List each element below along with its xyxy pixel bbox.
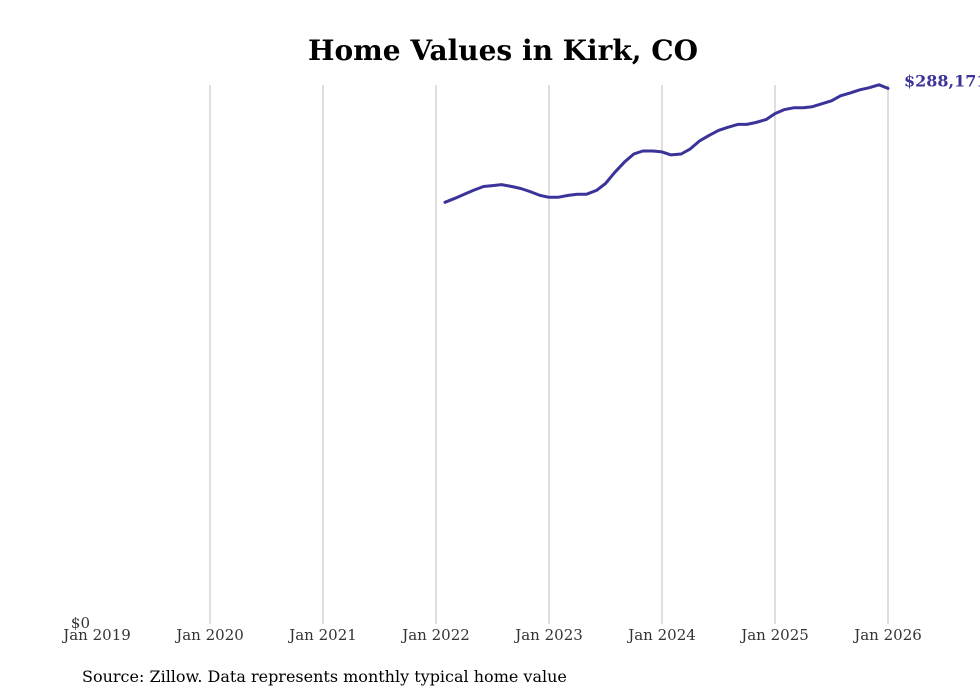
x-tick-label: Jan 2024	[626, 626, 696, 644]
source-note: Source: Zillow. Data represents monthly …	[82, 667, 567, 686]
series-group: $288,171	[443, 71, 980, 204]
x-tick-label: Jan 2022	[400, 626, 470, 644]
x-tick-label: Jan 2025	[739, 626, 809, 644]
x-tick-label: Jan 2023	[513, 626, 583, 644]
x-tick-label: Jan 2019	[61, 626, 131, 644]
x-tick-label: Jan 2026	[852, 626, 922, 644]
series-line	[443, 83, 890, 204]
gridlines	[209, 85, 889, 624]
chart-title: Home Values in Kirk, CO	[308, 34, 698, 67]
y-axis-zero-label: $0	[71, 614, 90, 632]
end-value-label: $288,171	[904, 71, 980, 90]
x-tick-label: Jan 2021	[287, 626, 357, 644]
x-tick-label: Jan 2020	[174, 626, 244, 644]
x-axis-ticks: Jan 2019 Jan 2020 Jan 2021 Jan 2022 Jan 2023…	[61, 626, 922, 644]
